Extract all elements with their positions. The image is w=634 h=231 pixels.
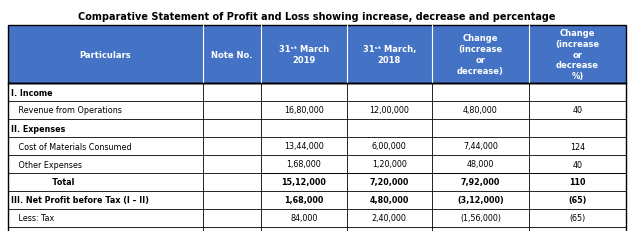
Bar: [8, 26, 626, 84]
Text: 4,80,000: 4,80,000: [463, 106, 498, 115]
Text: 1,20,000: 1,20,000: [372, 160, 407, 169]
Text: (65): (65): [569, 214, 586, 222]
Text: 1,68,000: 1,68,000: [287, 160, 321, 169]
Text: III. Net Profit before Tax (I – II): III. Net Profit before Tax (I – II): [11, 196, 149, 205]
Text: 4,80,000: 4,80,000: [370, 196, 409, 205]
Text: Revenue from Operations: Revenue from Operations: [11, 106, 122, 115]
Text: 1,68,000: 1,68,000: [284, 196, 324, 205]
Text: 124: 124: [570, 142, 585, 151]
Text: 84,000: 84,000: [290, 214, 318, 222]
Text: Change
(increase
or
decrease
%): Change (increase or decrease %): [555, 29, 600, 81]
Text: 7,20,000: 7,20,000: [370, 178, 409, 187]
Bar: [203, 26, 261, 84]
Text: Change
(increase
or
decrease): Change (increase or decrease): [457, 34, 504, 75]
Text: 6,00,000: 6,00,000: [372, 142, 406, 151]
Text: 16,80,000: 16,80,000: [284, 106, 324, 115]
Text: 2,40,000: 2,40,000: [372, 214, 407, 222]
Text: (1,56,000): (1,56,000): [460, 214, 501, 222]
Text: 7,92,000: 7,92,000: [461, 178, 500, 187]
Text: I. Income: I. Income: [11, 88, 53, 97]
Text: 7,44,000: 7,44,000: [463, 142, 498, 151]
Text: 48,000: 48,000: [467, 160, 494, 169]
Bar: [8, 84, 626, 231]
Text: 110: 110: [569, 178, 586, 187]
Bar: [432, 26, 529, 84]
Bar: [529, 26, 626, 84]
Bar: [347, 26, 432, 84]
Text: II. Expenses: II. Expenses: [11, 124, 65, 133]
Text: 40: 40: [573, 160, 583, 169]
Text: Total: Total: [11, 178, 74, 187]
Text: 15,12,000: 15,12,000: [281, 178, 327, 187]
Text: 40: 40: [573, 106, 583, 115]
Text: Less: Tax: Less: Tax: [11, 214, 55, 222]
Text: 31ˢᵗ March
2019: 31ˢᵗ March 2019: [279, 45, 329, 65]
Bar: [261, 26, 347, 84]
Bar: [8, 26, 203, 84]
Text: (65): (65): [568, 196, 586, 205]
Text: 13,44,000: 13,44,000: [284, 142, 324, 151]
Text: 31ˢᵗ March,
2018: 31ˢᵗ March, 2018: [363, 45, 416, 65]
Text: Other Expenses: Other Expenses: [11, 160, 82, 169]
Text: Cost of Materials Consumed: Cost of Materials Consumed: [11, 142, 132, 151]
Text: 12,00,000: 12,00,000: [370, 106, 409, 115]
Text: (3,12,000): (3,12,000): [457, 196, 504, 205]
Text: Comparative Statement of Profit and Loss showing increase, decrease and percenta: Comparative Statement of Profit and Loss…: [78, 12, 556, 22]
Text: Particulars: Particulars: [79, 50, 131, 59]
Text: Note No.: Note No.: [211, 50, 253, 59]
